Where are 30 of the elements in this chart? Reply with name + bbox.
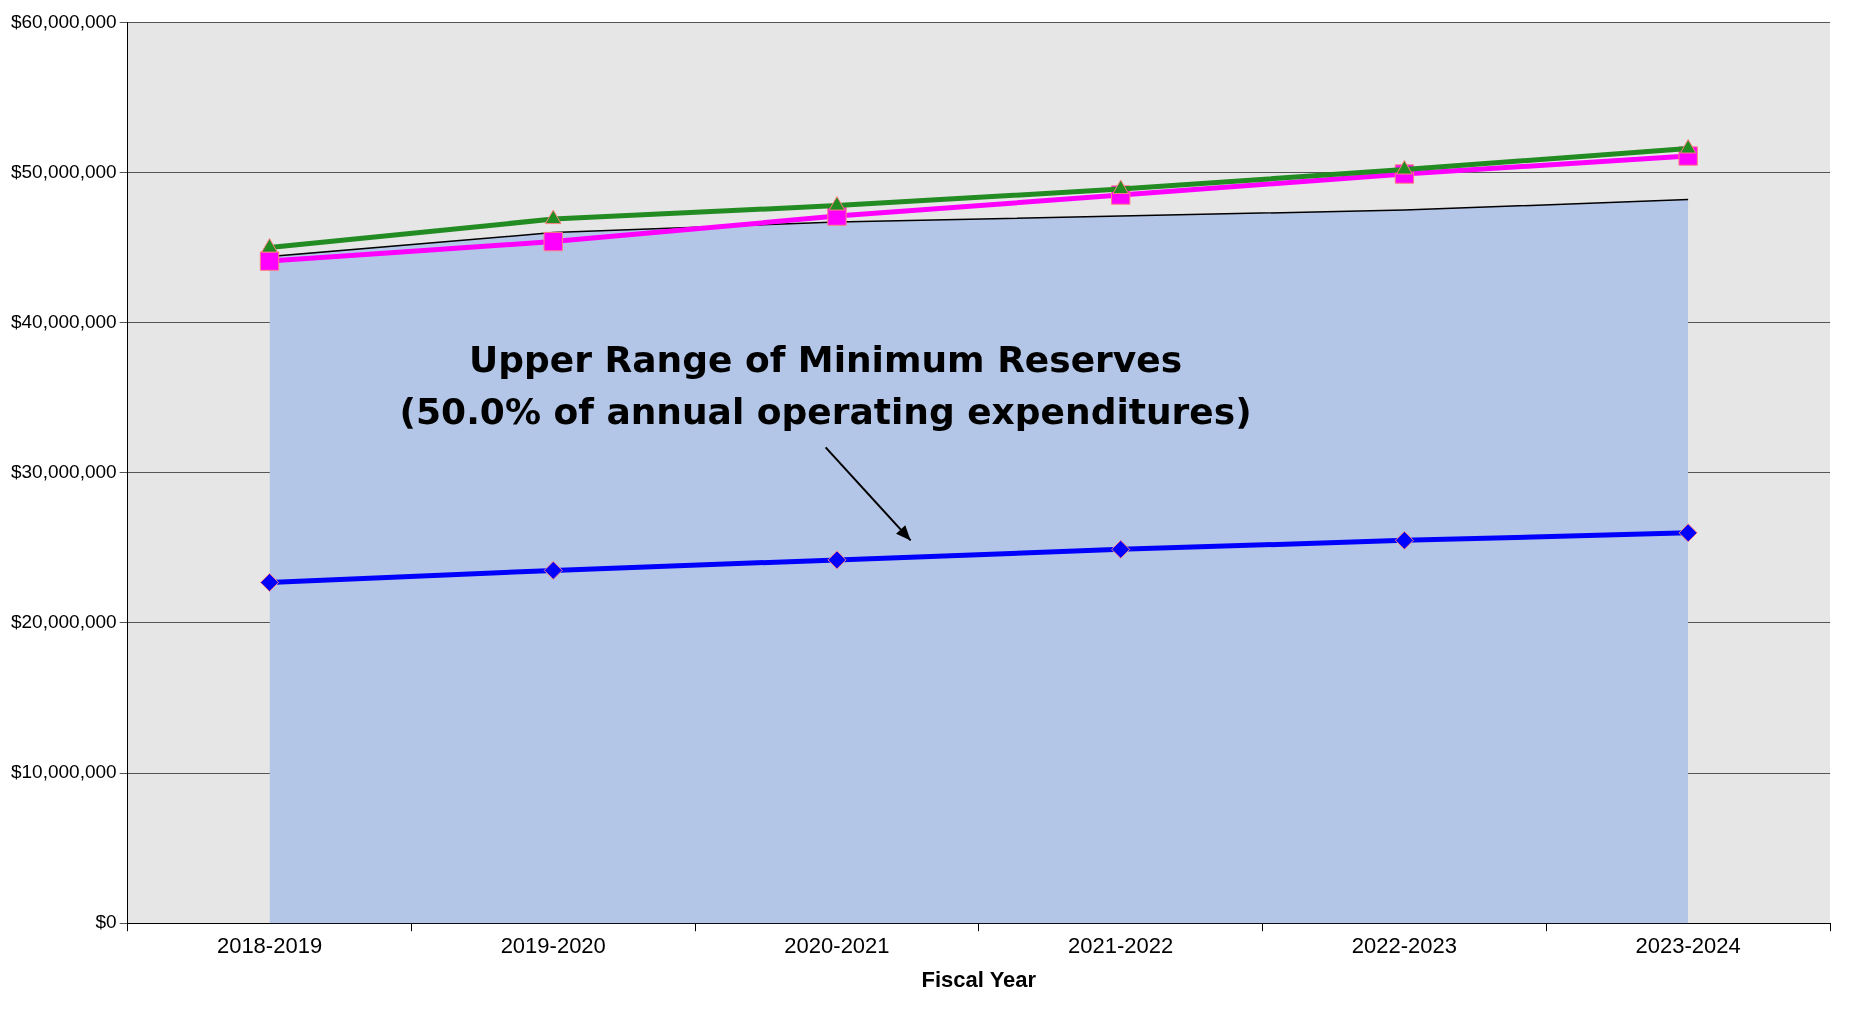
point [544, 209, 562, 225]
point [1112, 179, 1129, 195]
y-tick-label: $60,000,000 [10, 10, 117, 32]
y-tick-label: $50,000,000 [10, 160, 117, 182]
y-tick-label: $20,000,000 [10, 611, 117, 633]
point [543, 231, 563, 252]
y-tick-label: $0 [95, 911, 117, 933]
annotation: (50.0% of annual operating expenditures) [399, 390, 1252, 432]
point [1679, 139, 1697, 154]
x-tick-label: 2023-2024 [1635, 933, 1741, 959]
point [260, 572, 280, 592]
point [1394, 530, 1414, 550]
point [259, 251, 280, 271]
y-tick-label: $30,000,000 [10, 461, 117, 483]
x-tick-label: 2019-2020 [500, 933, 606, 959]
point [261, 238, 278, 253]
y-tick-label: $10,000,000 [10, 761, 117, 783]
point [543, 560, 563, 580]
point [827, 550, 847, 570]
point [828, 196, 846, 211]
point [1396, 160, 1413, 175]
annotation: Upper Range of Minimum Reserves [469, 338, 1183, 380]
point [1678, 523, 1698, 543]
y-tick-label: $40,000,000 [10, 310, 117, 332]
x-tick-label: 2018-2019 [216, 933, 323, 959]
point [1111, 539, 1131, 559]
x-axis-title: Fiscal Year [921, 966, 1037, 992]
x-tick-label: 2022-2023 [1351, 933, 1458, 959]
x-tick-label: 2020-2021 [784, 933, 890, 959]
x-tick-label: 2021-2022 [1068, 933, 1174, 959]
